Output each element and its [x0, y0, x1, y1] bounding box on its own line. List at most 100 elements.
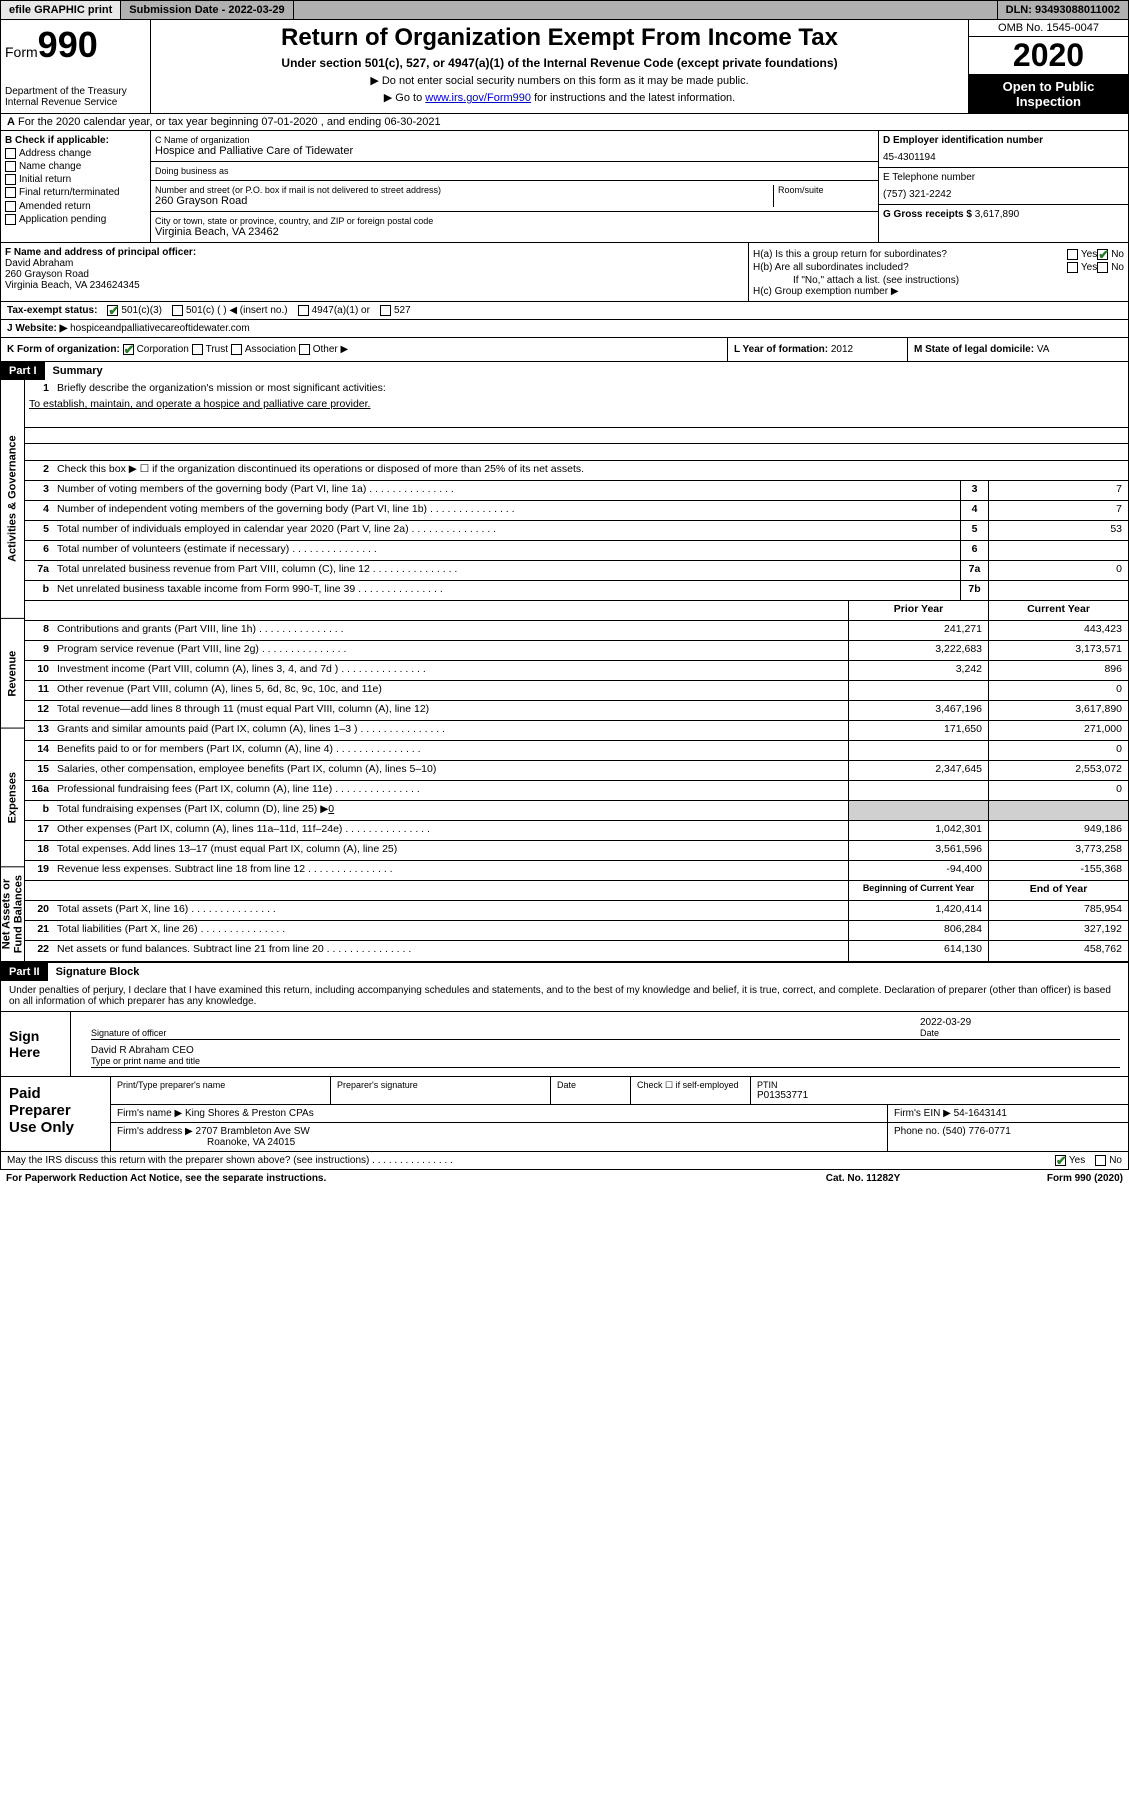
- prior-year-hdr: Prior Year: [848, 601, 988, 620]
- current-year-hdr: Current Year: [988, 601, 1128, 620]
- mission-text: To establish, maintain, and operate a ho…: [29, 398, 370, 410]
- firm-ein: 54-1643141: [954, 1108, 1007, 1119]
- form-header: Form990 Department of the Treasury Inter…: [0, 20, 1129, 114]
- val10c: 896: [988, 661, 1128, 680]
- perjury-declaration: Under penalties of perjury, I declare th…: [1, 981, 1128, 1011]
- gross-receipts-label: G Gross receipts $: [883, 209, 975, 220]
- efile-print-button[interactable]: efile GRAPHIC print: [1, 1, 121, 19]
- part1-header: Part I: [1, 362, 45, 380]
- val18c: 3,773,258: [988, 841, 1128, 860]
- cb-4947[interactable]: [298, 305, 309, 316]
- cb-amended-return[interactable]: Amended return: [5, 201, 146, 212]
- cb-other[interactable]: [299, 344, 310, 355]
- val8p: 241,271: [848, 621, 988, 640]
- val15c: 2,553,072: [988, 761, 1128, 780]
- val3: 7: [988, 481, 1128, 500]
- officer-name-title: David R Abraham CEO: [91, 1045, 1120, 1056]
- val12c: 3,617,890: [988, 701, 1128, 720]
- h-a-label: H(a) Is this a group return for subordin…: [753, 249, 1067, 260]
- ptin-label: PTIN: [757, 1080, 1122, 1090]
- website-label: J Website: ▶: [7, 323, 67, 334]
- cb-501c[interactable]: [172, 305, 183, 316]
- cb-ha-yes[interactable]: [1067, 249, 1078, 260]
- cb-corporation[interactable]: [123, 344, 134, 355]
- val18p: 3,561,596: [848, 841, 988, 860]
- phone: (757) 321-2242: [883, 189, 1124, 200]
- sign-here-label: Sign Here: [1, 1012, 71, 1076]
- val22c: 458,762: [988, 941, 1128, 961]
- cb-501c3[interactable]: [107, 305, 118, 316]
- val16ac: 0: [988, 781, 1128, 800]
- line14: Benefits paid to or for members (Part IX…: [53, 741, 848, 760]
- line11: Other revenue (Part VIII, column (A), li…: [53, 681, 848, 700]
- val17c: 949,186: [988, 821, 1128, 840]
- firm-phone-label: Phone no.: [894, 1126, 942, 1137]
- prep-check-label: Check ☐ if self-employed: [637, 1080, 744, 1091]
- firm-phone: (540) 776-0771: [942, 1126, 1010, 1137]
- prep-date-label: Date: [557, 1080, 624, 1090]
- firm-name-label: Firm's name ▶: [117, 1108, 185, 1119]
- cb-application-pending[interactable]: Application pending: [5, 214, 146, 225]
- line9: Program service revenue (Part VIII, line…: [53, 641, 848, 660]
- line19: Revenue less expenses. Subtract line 18 …: [53, 861, 848, 880]
- line3: Number of voting members of the governin…: [53, 481, 960, 500]
- street-label: Number and street (or P.O. box if mail i…: [155, 185, 769, 195]
- cb-association[interactable]: [231, 344, 242, 355]
- line1-label: Briefly describe the organization's miss…: [53, 380, 1128, 396]
- submission-date: Submission Date - 2022-03-29: [121, 1, 293, 19]
- firm-name: King Shores & Preston CPAs: [185, 1108, 314, 1119]
- state-domicile: VA: [1037, 344, 1050, 355]
- cb-name-change[interactable]: Name change: [5, 161, 146, 172]
- year-formation-label: L Year of formation:: [734, 344, 831, 355]
- val13p: 171,650: [848, 721, 988, 740]
- cb-discuss-no[interactable]: [1095, 1155, 1106, 1166]
- part2-header: Part II: [1, 963, 48, 981]
- cb-ha-no[interactable]: [1097, 249, 1108, 260]
- cb-final-return[interactable]: Final return/terminated: [5, 187, 146, 198]
- org-name: Hospice and Palliative Care of Tidewater: [155, 145, 874, 157]
- cb-hb-yes[interactable]: [1067, 262, 1078, 273]
- cb-trust[interactable]: [192, 344, 203, 355]
- part1-title: Summary: [45, 365, 103, 377]
- sig-date-label: Date: [920, 1028, 939, 1038]
- dept-treasury: Department of the Treasury: [5, 86, 146, 97]
- tax-year: 2020: [969, 37, 1128, 75]
- val19p: -94,400: [848, 861, 988, 880]
- irs-link[interactable]: www.irs.gov/Form990: [425, 92, 531, 104]
- h-b-note: If "No," attach a list. (see instruction…: [753, 275, 1124, 286]
- line4: Number of independent voting members of …: [53, 501, 960, 520]
- officer-name: David Abraham: [5, 258, 744, 269]
- dept-irs: Internal Revenue Service: [5, 97, 146, 108]
- room-label: Room/suite: [778, 185, 874, 195]
- line7a: Total unrelated business revenue from Pa…: [53, 561, 960, 580]
- cb-initial-return[interactable]: Initial return: [5, 174, 146, 185]
- val14p: [848, 741, 988, 760]
- cb-discuss-yes[interactable]: [1055, 1155, 1066, 1166]
- topbar: efile GRAPHIC print Submission Date - 20…: [0, 0, 1129, 20]
- dba-label: Doing business as: [155, 166, 874, 176]
- val21p: 806,284: [848, 921, 988, 940]
- cb-hb-no[interactable]: [1097, 262, 1108, 273]
- val12p: 3,467,196: [848, 701, 988, 720]
- ein-label: D Employer identification number: [883, 135, 1124, 146]
- discuss-question: May the IRS discuss this return with the…: [7, 1155, 1055, 1166]
- val11p: [848, 681, 988, 700]
- val7b: [988, 581, 1128, 600]
- val10p: 3,242: [848, 661, 988, 680]
- cb-527[interactable]: [380, 305, 391, 316]
- open-to-public: Open to Public Inspection: [969, 75, 1128, 113]
- form-number: Form990: [5, 24, 146, 66]
- paperwork-notice: For Paperwork Reduction Act Notice, see …: [6, 1173, 763, 1184]
- h-c-label: H(c) Group exemption number ▶: [753, 286, 1124, 297]
- line10: Investment income (Part VIII, column (A)…: [53, 661, 848, 680]
- part2-title: Signature Block: [48, 966, 140, 978]
- year-formation: 2012: [831, 344, 853, 355]
- val22p: 614,130: [848, 941, 988, 961]
- val4: 7: [988, 501, 1128, 520]
- cb-address-change[interactable]: Address change: [5, 148, 146, 159]
- sig-officer-label: Signature of officer: [91, 1028, 166, 1038]
- state-domicile-label: M State of legal domicile:: [914, 344, 1037, 355]
- form-title: Return of Organization Exempt From Incom…: [155, 24, 964, 52]
- form-footer: Form 990 (2020): [963, 1173, 1123, 1184]
- firm-addr1: 2707 Brambleton Ave SW: [196, 1126, 310, 1137]
